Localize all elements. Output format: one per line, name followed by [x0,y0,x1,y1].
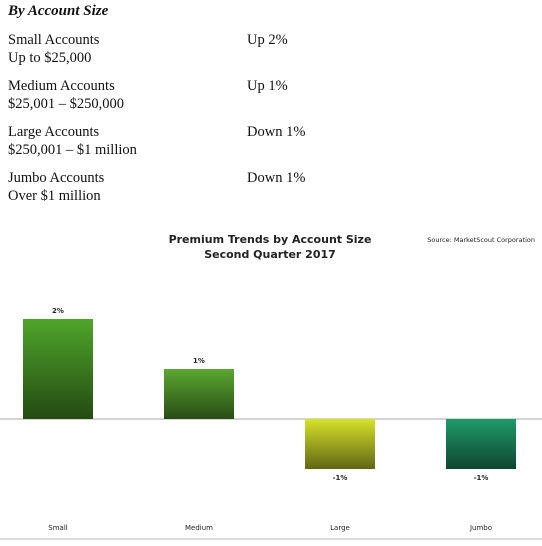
section-title: By Account Size [8,3,109,19]
account-type: Medium Accounts [8,78,115,94]
chart-subtitle: Second Quarter 2017 [204,248,336,261]
value-label: 1% [193,357,205,365]
chart-title: Premium Trends by Account Size [169,233,372,246]
bar-shade [23,319,93,419]
account-type: Small Accounts [8,32,100,48]
chart: Premium Trends by Account Size Second Qu… [0,233,542,540]
bar-shade [305,419,375,469]
x-tick-label: Medium [185,524,213,532]
value-label: -1% [474,474,489,482]
trend-cell: Up 1% [247,78,288,94]
account-range: $25,001 – $250,000 [8,96,124,112]
chart-source: Source: MarketScout Corporation [427,236,535,244]
account-type: Jumbo Accounts [8,170,105,186]
trend-cell: Down 1% [247,124,306,140]
account-range: Up to $25,000 [8,50,92,66]
trend-cell: Down 1% [247,170,306,186]
x-tick-label: Large [330,524,350,532]
account-range: Over $1 million [8,188,101,204]
trend-cell: Up 2% [247,32,288,48]
bar-shade [164,369,234,419]
value-label: -1% [333,474,348,482]
account-type: Large Accounts [8,124,100,140]
x-tick-label: Small [48,524,67,532]
account-range: $250,001 – $1 million [8,142,137,158]
value-label: 2% [52,307,64,315]
bar-shade [446,419,516,469]
x-tick-label: Jumbo [469,524,492,532]
